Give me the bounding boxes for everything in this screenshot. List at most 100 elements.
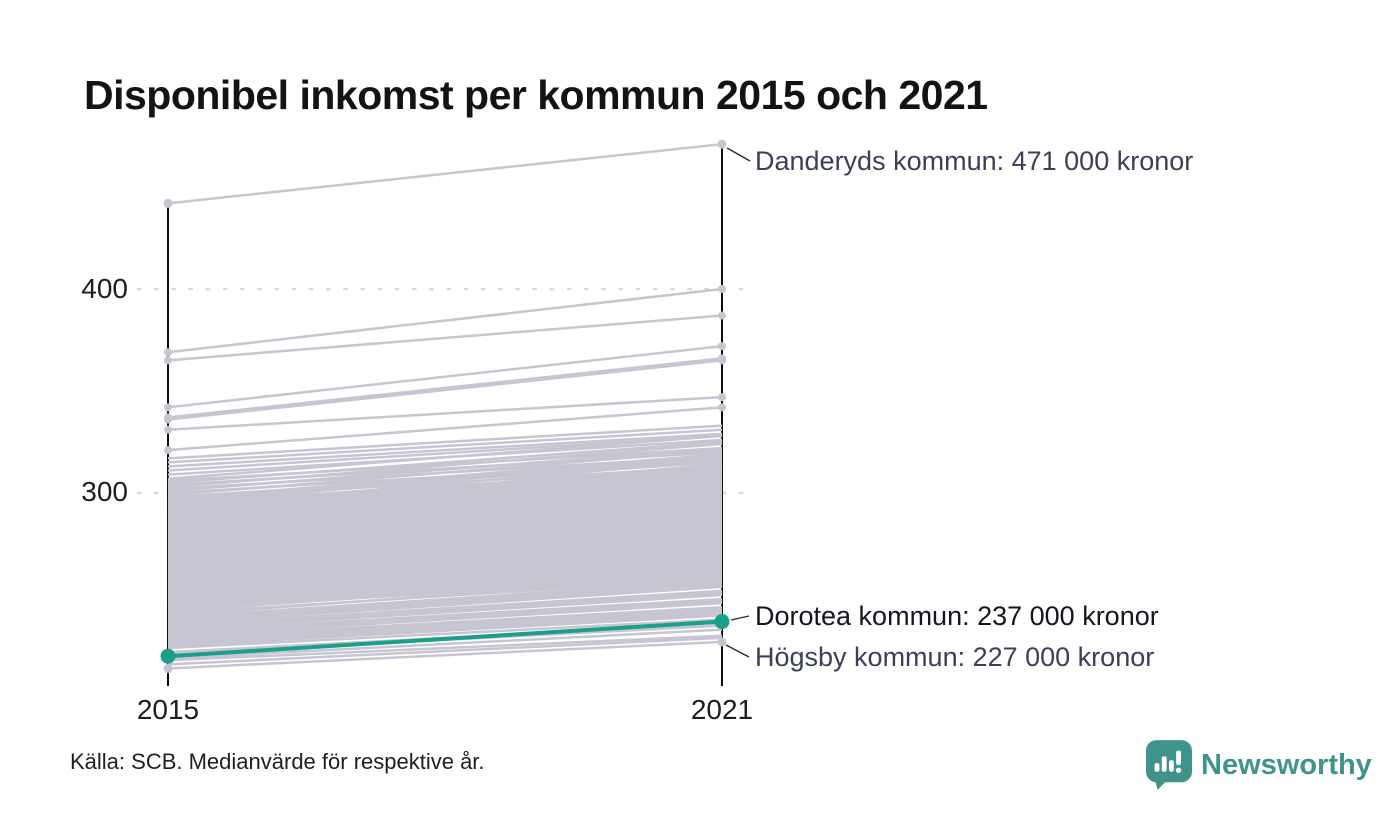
slope-line (167, 475, 723, 523)
annotation-leader-line (726, 147, 751, 162)
slope-line (167, 597, 723, 633)
slope-line (167, 479, 723, 527)
slope-line (167, 510, 723, 558)
labeled-endpoint-dot (160, 648, 176, 664)
slope-line (167, 446, 723, 493)
slope-line (167, 542, 723, 591)
slope-line (167, 489, 723, 538)
slope-line (167, 579, 723, 619)
slope-line (167, 344, 723, 409)
slope-endpoint-dot (164, 403, 172, 412)
slope-line (167, 428, 723, 464)
source-note: Källa: SCB. Medianvärde för respektive å… (70, 749, 485, 774)
newsworthy-speech-bubble-bar-chart-icon (1146, 740, 1192, 790)
slope-line (167, 585, 723, 625)
slope-line (167, 459, 723, 509)
x-axis-label-2021: 2021 (690, 694, 754, 725)
slope-endpoint-dot (718, 311, 726, 320)
slope-line (167, 528, 723, 576)
slope-line (167, 538, 723, 587)
slope-line (167, 497, 723, 546)
slope-line (167, 424, 723, 460)
slope-line (167, 508, 723, 556)
slope-line (167, 503, 723, 552)
slope-line (167, 493, 723, 542)
slope-line (167, 434, 723, 480)
slope-line (167, 601, 723, 638)
slope-line (167, 532, 723, 580)
slope-line (167, 583, 723, 623)
slope-endpoint-dot (164, 415, 172, 424)
y-axis-tick-400: 400 (81, 273, 128, 304)
slope-line (167, 522, 723, 570)
slope-line (167, 581, 723, 621)
annotation-danderyd: Danderyds kommun: 471 000 kronor (755, 146, 1194, 176)
slope-line (167, 432, 723, 468)
labeled-slope-line (167, 142, 723, 205)
slope-line (167, 440, 723, 485)
slope-line (167, 559, 723, 607)
slope-endpoint-dot (164, 446, 172, 455)
slope-line (167, 499, 723, 548)
slope-line (167, 530, 723, 578)
labeled-endpoint-dot (163, 198, 173, 208)
slope-endpoint-dot (718, 285, 726, 293)
slope-line (167, 434, 723, 472)
slope-line (167, 540, 723, 589)
slope-line (167, 287, 723, 354)
slope-endpoint-dot (718, 356, 726, 365)
slope-line (167, 512, 723, 560)
chart-title: Disponibel inkomst per kommun 2015 och 2… (84, 72, 988, 118)
slope-endpoint-dot (164, 425, 172, 434)
slope-line (167, 357, 723, 419)
slope-line (167, 552, 723, 601)
slope-line (167, 469, 723, 517)
slope-line (167, 471, 723, 519)
slope-line (167, 524, 723, 572)
slope-line (167, 610, 723, 644)
labeled-slope-line (167, 640, 723, 670)
slope-line (167, 520, 723, 568)
slope-line (167, 457, 723, 505)
slope-line (167, 618, 723, 650)
slope-endpoint-dot (718, 393, 726, 402)
slope-line (167, 406, 723, 452)
labeled-endpoint-dot (163, 663, 173, 673)
slope-line (167, 546, 723, 595)
slope-line (167, 483, 723, 531)
slope-line (167, 526, 723, 574)
slope-line (167, 485, 723, 534)
slope-endpoint-dot (164, 348, 172, 357)
slope-line (167, 591, 723, 629)
slope-line (167, 589, 723, 627)
newsworthy-logo: Newsworthy (1146, 740, 1372, 790)
slope-line (167, 593, 723, 631)
slope-endpoint-dot (718, 342, 726, 351)
slope-line (167, 536, 723, 585)
slope-line (167, 634, 723, 662)
labeled-endpoint-dot (717, 139, 727, 149)
slope-line (167, 605, 723, 640)
slope-line (167, 636, 723, 666)
slope-line (167, 544, 723, 593)
slope-line (167, 495, 723, 544)
slope-line (167, 548, 723, 597)
slope-line (167, 608, 723, 642)
slope-line (167, 452, 723, 501)
slope-line (167, 448, 723, 497)
slope-line (167, 518, 723, 566)
slope-line (167, 467, 723, 515)
slope-line (167, 395, 723, 432)
slope-line (167, 465, 723, 513)
slope-line (167, 455, 723, 503)
slope-line (167, 501, 723, 550)
slope-line (167, 506, 723, 554)
x-axis-label-2015: 2015 (136, 694, 200, 725)
labeled-endpoint-dot (717, 637, 727, 647)
slope-line (167, 628, 723, 660)
labeled-endpoint-dot (714, 614, 730, 630)
slope-endpoint-dot (718, 403, 726, 412)
slope-line (167, 557, 723, 605)
